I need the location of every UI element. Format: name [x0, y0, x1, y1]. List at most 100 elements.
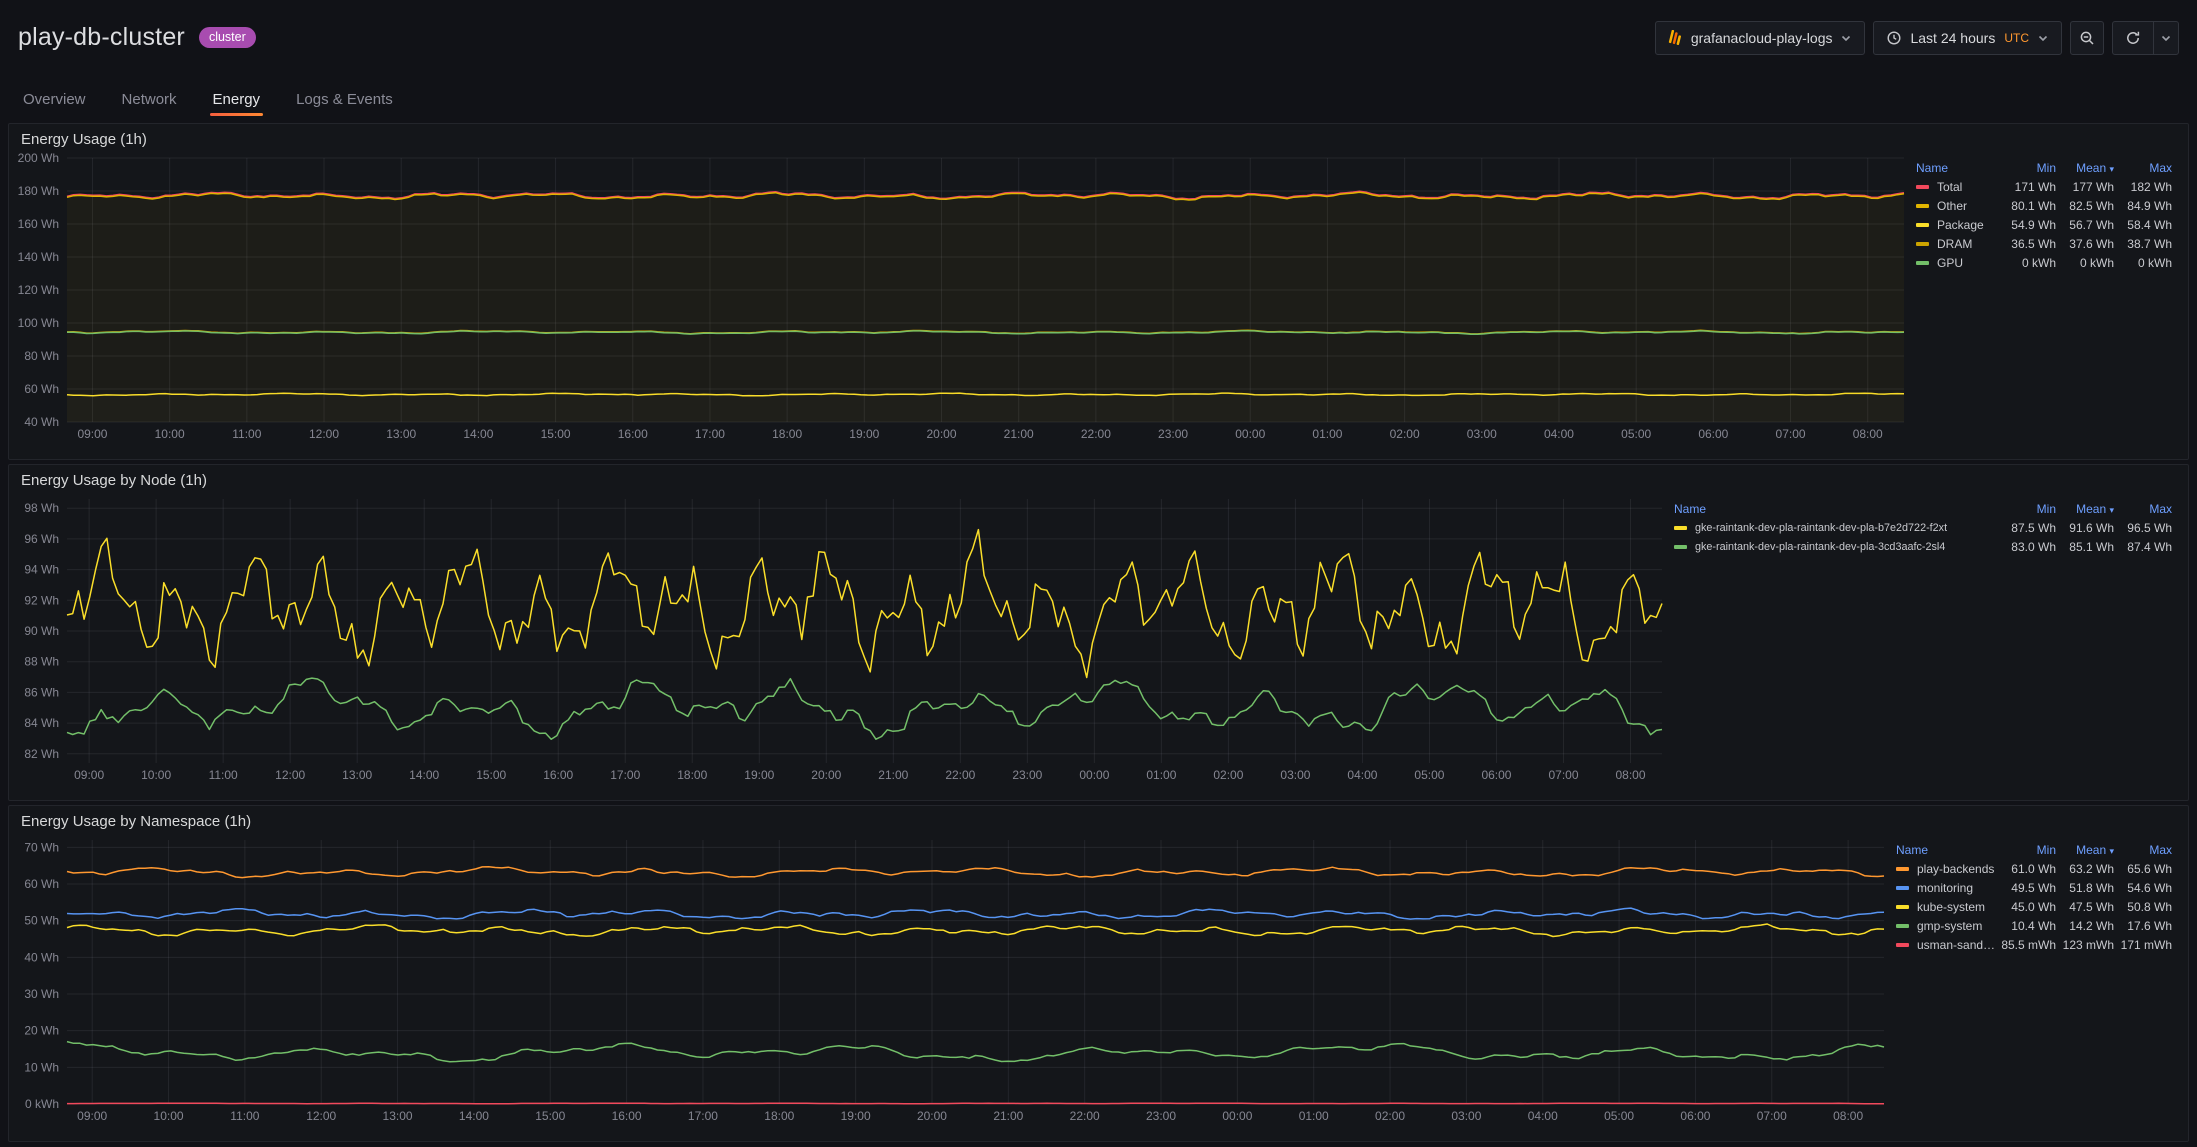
legend-series-row[interactable]: Total 171 Wh 177 Wh 182 Wh [1916, 177, 2174, 196]
series-name[interactable]: gmp-system [1917, 918, 1983, 933]
datasource-picker[interactable]: grafanacloud-play-logs [1654, 20, 1866, 55]
series-name[interactable]: Package [1937, 217, 1984, 232]
series-color-swatch [1916, 222, 1929, 227]
svg-text:09:00: 09:00 [77, 427, 107, 441]
legend-header-name[interactable]: Name [1916, 160, 1949, 175]
legend-header-min[interactable]: Min [2036, 501, 2056, 516]
legend-series-row[interactable]: Other 80.1 Wh 82.5 Wh 84.9 Wh [1916, 196, 2174, 215]
svg-text:70 Wh: 70 Wh [24, 840, 59, 854]
series-min: 61.0 Wh [2011, 861, 2056, 876]
legend-header-mean[interactable]: Mean ▾ [2076, 501, 2114, 516]
series-min: 171 Wh [2014, 179, 2056, 194]
series-name[interactable]: usman-sandbox [1917, 937, 2000, 952]
series-max: 17.6 Wh [2127, 918, 2172, 933]
legend-header-row: Name Min Mean ▾ Max [1916, 158, 2174, 177]
series-max: 38.7 Wh [2127, 236, 2172, 251]
cluster-tag-badge[interactable]: cluster [198, 27, 256, 48]
legend-header-name[interactable]: Name [1674, 501, 1707, 516]
series-name[interactable]: monitoring [1917, 880, 1974, 895]
zoom-out-button[interactable] [2070, 20, 2104, 55]
legend-series-row[interactable]: gke-raintank-dev-pla-raintank-dev-pla-b7… [1674, 518, 2174, 537]
series-name[interactable]: GPU [1937, 255, 1964, 270]
tab-network[interactable]: Network [119, 75, 180, 123]
svg-text:00:00: 00:00 [1079, 768, 1109, 782]
time-range-picker[interactable]: Last 24 hours UTC [1873, 20, 2062, 55]
legend-header-row: Name Min Mean ▾ Max [1896, 840, 2174, 859]
legend-header-min[interactable]: Min [2036, 842, 2056, 857]
series-name[interactable]: gke-raintank-dev-pla-raintank-dev-pla-3c… [1695, 540, 1946, 553]
dashboard-tabs: Overview Network Energy Logs & Events [0, 75, 2197, 123]
svg-text:20:00: 20:00 [811, 768, 841, 782]
series-color-swatch [1896, 885, 1909, 890]
legend-series-row[interactable]: usman-sandbox 85.5 mWh 123 mWh 171 mWh [1896, 935, 2174, 954]
legend-series-row[interactable]: kube-system 45.0 Wh 47.5 Wh 50.8 Wh [1896, 897, 2174, 916]
svg-text:16:00: 16:00 [543, 768, 573, 782]
series-color-swatch [1896, 923, 1909, 928]
legend-series-row[interactable]: gke-raintank-dev-pla-raintank-dev-pla-3c… [1674, 537, 2174, 556]
svg-text:02:00: 02:00 [1390, 427, 1420, 441]
legend-series-row[interactable]: GPU 0 kWh 0 kWh 0 kWh [1916, 253, 2174, 272]
legend-series-row[interactable]: gmp-system 10.4 Wh 14.2 Wh 17.6 Wh [1896, 916, 2174, 935]
sort-desc-icon: ▾ [2109, 163, 2114, 174]
time-range-label: Last 24 hours [1910, 29, 1996, 46]
panel-title[interactable]: Energy Usage by Node (1h) [21, 472, 207, 489]
svg-text:15:00: 15:00 [541, 427, 571, 441]
svg-text:08:00: 08:00 [1615, 768, 1645, 782]
tab-logs-events[interactable]: Logs & Events [293, 75, 396, 123]
svg-text:94 Wh: 94 Wh [24, 563, 59, 577]
dashboard-header: play-db-cluster cluster grafanacloud-pla… [0, 0, 2197, 75]
series-name[interactable]: Total [1937, 179, 1963, 194]
panel-title[interactable]: Energy Usage (1h) [21, 131, 147, 148]
svg-text:17:00: 17:00 [695, 427, 725, 441]
series-name[interactable]: gke-raintank-dev-pla-raintank-dev-pla-b7… [1695, 521, 1948, 534]
series-max: 65.6 Wh [2127, 861, 2172, 876]
svg-text:07:00: 07:00 [1776, 427, 1806, 441]
svg-text:21:00: 21:00 [1004, 427, 1034, 441]
series-mean: 85.1 Wh [2069, 539, 2114, 554]
svg-text:00:00: 00:00 [1235, 427, 1265, 441]
panel-title[interactable]: Energy Usage by Namespace (1h) [21, 813, 252, 830]
tab-energy[interactable]: Energy [209, 75, 264, 123]
svg-text:02:00: 02:00 [1375, 1109, 1405, 1123]
chart-legend: Name Min Mean ▾ Max play-backends 61.0 Wh 63.2… [1896, 840, 2174, 954]
svg-text:13:00: 13:00 [342, 768, 372, 782]
legend-series-row[interactable]: DRAM 36.5 Wh 37.6 Wh 38.7 Wh [1916, 234, 2174, 253]
series-min: 0 kWh [2021, 255, 2056, 270]
dashboard-title-group: play-db-cluster cluster [18, 23, 256, 52]
svg-text:18:00: 18:00 [772, 427, 802, 441]
legend-series-row[interactable]: Package 54.9 Wh 56.7 Wh 58.4 Wh [1916, 215, 2174, 234]
svg-text:07:00: 07:00 [1548, 768, 1578, 782]
series-mean: 123 mWh [2062, 937, 2114, 952]
series-name[interactable]: DRAM [1937, 236, 1973, 251]
series-min: 87.5 Wh [2011, 520, 2056, 535]
series-name[interactable]: play-backends [1917, 861, 1995, 876]
legend-header-row: Name Min Mean ▾ Max [1674, 499, 2174, 518]
tab-overview[interactable]: Overview [20, 75, 89, 123]
series-min: 45.0 Wh [2011, 899, 2056, 914]
legend-header-max[interactable]: Max [2149, 501, 2172, 516]
series-name[interactable]: Other [1937, 198, 1968, 213]
refresh-interval-dropdown[interactable] [2153, 20, 2179, 55]
svg-text:10:00: 10:00 [141, 768, 171, 782]
svg-text:80 Wh: 80 Wh [24, 349, 59, 363]
legend-header-min[interactable]: Min [2036, 160, 2056, 175]
series-name[interactable]: kube-system [1917, 899, 1986, 914]
svg-text:14:00: 14:00 [409, 768, 439, 782]
svg-text:82 Wh: 82 Wh [24, 747, 59, 761]
time-series-chart[interactable]: 09:00 10:00 11:00 12:00 13:00 14:00 15:00 16:00… [11, 148, 1910, 444]
legend-header-name[interactable]: Name [1896, 842, 1929, 857]
time-series-chart[interactable]: 09:00 10:00 11:00 12:00 13:00 14:00 15:00 16:00… [11, 489, 1668, 785]
loki-datasource-icon [1668, 30, 1683, 45]
time-series-chart[interactable]: 09:00 10:00 11:00 12:00 13:00 14:00 15:00 16:00… [11, 830, 1890, 1126]
legend-header-max[interactable]: Max [2149, 842, 2172, 857]
legend-series-row[interactable]: play-backends 61.0 Wh 63.2 Wh 65.6 Wh [1896, 859, 2174, 878]
legend-series-row[interactable]: monitoring 49.5 Wh 51.8 Wh 54.6 Wh [1896, 878, 2174, 897]
series-max: 84.9 Wh [2127, 198, 2172, 213]
legend-header-mean[interactable]: Mean ▾ [2076, 160, 2114, 175]
legend-header-mean[interactable]: Mean ▾ [2076, 842, 2114, 857]
legend-header-max[interactable]: Max [2149, 160, 2172, 175]
refresh-button[interactable] [2112, 20, 2154, 55]
series-mean: 91.6 Wh [2069, 520, 2114, 535]
series-max: 58.4 Wh [2127, 217, 2172, 232]
svg-text:50 Wh: 50 Wh [24, 914, 59, 928]
